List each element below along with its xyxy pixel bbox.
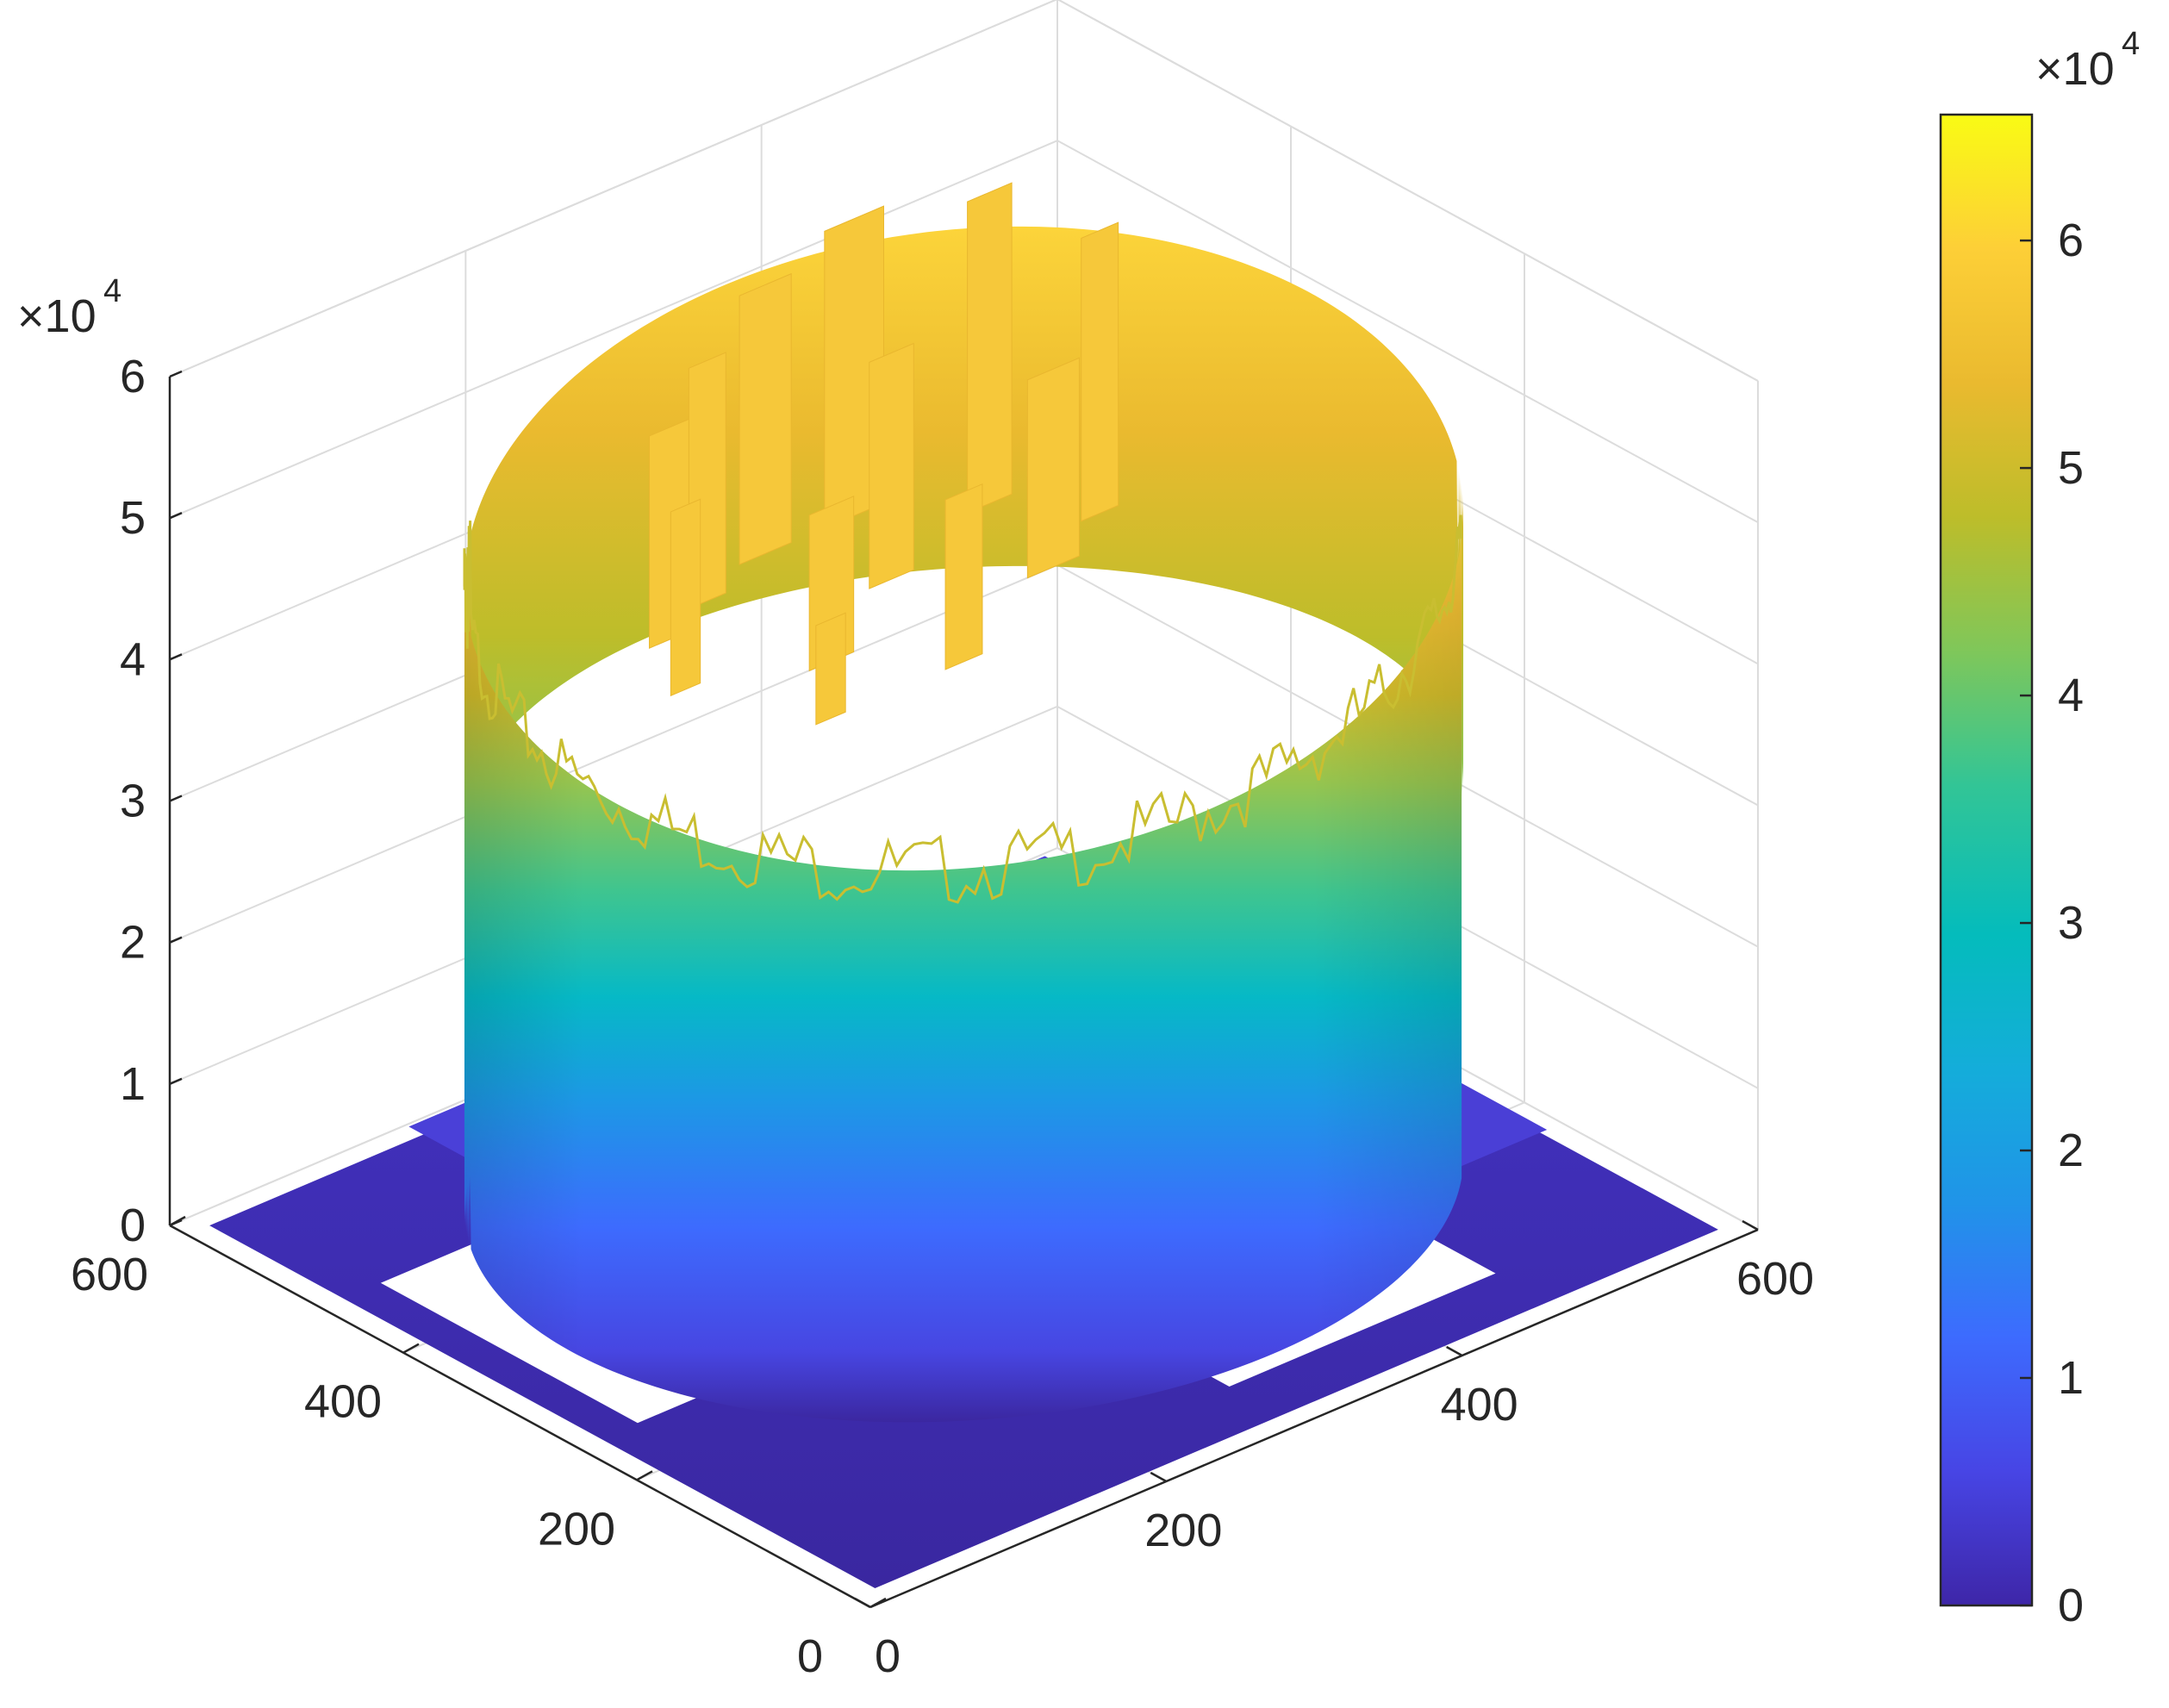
x-tick-label: 400: [1441, 1379, 1518, 1431]
surface-spike: [1081, 221, 1119, 522]
colorbar-exponent-base: ×10: [2035, 43, 2115, 95]
colorbar-tick-labels: 0 1 2 3 4 5 6: [2020, 215, 2084, 1631]
y-tick-label: 600: [71, 1249, 148, 1300]
z-tick-mark: [169, 1077, 183, 1085]
y-tick-mark: [636, 1470, 653, 1481]
y-axis-tick-labels: 0 200 400 600: [71, 1249, 823, 1682]
box-edge-top-back-right: [1056, 0, 1759, 382]
z-tick-mark: [169, 370, 183, 378]
colorbar-tick-label: 3: [2058, 897, 2084, 949]
y-axis-line: [169, 1224, 871, 1609]
x-axis-line: [869, 1228, 1759, 1609]
surface-spike: [815, 612, 846, 726]
x-tick-label: 0: [875, 1630, 901, 1682]
z-tick-label: 6: [120, 351, 146, 402]
z-tick-label: 2: [120, 917, 146, 969]
surface-spike: [739, 272, 792, 565]
axes-3d: 0 1 2 3 4 5 6 0 200 400 600 0 200 400 600 ×10 4: [17, 0, 1814, 1682]
x-axis-tick-labels: 0 200 400 600: [875, 1253, 1814, 1682]
colorbar-tick-label: 6: [2058, 215, 2084, 266]
z-tick-mark: [169, 653, 183, 661]
x-tick-label: 600: [1736, 1253, 1814, 1305]
y-tick-mark: [869, 1597, 887, 1609]
z-tick-label: 3: [120, 776, 146, 827]
surface-spike: [670, 498, 701, 697]
x-tick-label: 200: [1144, 1505, 1222, 1556]
z-tick-label: 4: [120, 633, 146, 685]
z-tick-label: 5: [120, 492, 146, 544]
y-tick-mark: [169, 1215, 186, 1227]
colorbar-tick-label: 1: [2058, 1352, 2084, 1404]
x-tick-mark: [854, 1597, 871, 1609]
surface-plot: [209, 182, 1718, 1588]
grid-line-z-back-left: [169, 140, 1058, 520]
y-tick-label: 400: [304, 1376, 382, 1428]
z-tick-label: 0: [120, 1200, 146, 1251]
y-tick-mark: [402, 1343, 420, 1354]
surface-spike: [967, 182, 1013, 514]
surface-spike: [944, 483, 983, 670]
z-tick-mark: [169, 795, 183, 802]
z-axis-tick-labels: 0 1 2 3 4 5 6: [120, 351, 146, 1251]
colorbar-tick-label: 5: [2058, 442, 2084, 494]
colorbar: 0 1 2 3 4 5 6 ×10 4: [1939, 26, 2140, 1631]
surface-spike: [1026, 357, 1080, 579]
y-tick-label: 200: [538, 1503, 615, 1555]
colorbar-tick-label: 4: [2058, 670, 2084, 721]
box-edge-top-back-left: [169, 0, 1058, 377]
z-exponent-power: 4: [103, 273, 122, 309]
colorbar-exponent-power: 4: [2122, 26, 2140, 62]
z-tick-mark: [169, 936, 183, 944]
axis-lines: [168, 370, 1759, 1609]
z-tick-mark: [169, 512, 183, 520]
surface-cylinder-shade: [464, 535, 1462, 1423]
y-tick-label: 0: [797, 1630, 823, 1682]
z-exponent-base: ×10: [17, 290, 97, 342]
x-tick-mark: [1150, 1471, 1167, 1483]
grid-line-z-back-left: [169, 564, 1058, 944]
grid-line-z-back-right: [1056, 140, 1759, 524]
x-tick-mark: [1446, 1345, 1463, 1357]
surface-spike: [869, 342, 914, 589]
z-axis-exponent: ×10 4: [17, 273, 122, 342]
colorbar-tick-label: 2: [2058, 1125, 2084, 1176]
z-tick-label: 1: [120, 1058, 146, 1110]
colorbar-exponent: ×10 4: [2035, 26, 2140, 95]
surface-rim-edge: [463, 514, 1463, 904]
colorbar-tick-label: 0: [2058, 1580, 2084, 1631]
colorbar-gradient: [1939, 113, 2034, 1607]
x-tick-mark: [1742, 1219, 1759, 1231]
